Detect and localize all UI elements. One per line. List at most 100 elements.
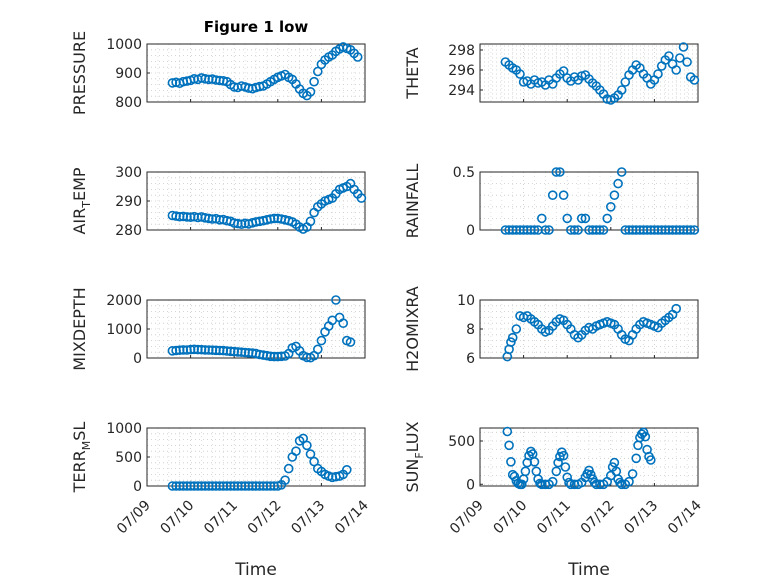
x-tick-label: 07/12 [578,498,618,538]
data-point [502,426,513,437]
data-point [312,66,323,77]
data-point [305,216,316,227]
data-point [544,225,554,235]
data-point [616,85,627,95]
y-tick-label: 294 [448,83,475,99]
data-point [560,462,571,472]
y-axis-label: TERRMSL [70,422,93,494]
subplot-h2omixra: 6 8 10 H2OMIXRA [403,286,699,372]
x-tick-label: 07/14 [332,497,372,537]
y-axis-label: RAINFALL [403,164,422,239]
data-point [609,190,620,200]
data-point [291,446,301,457]
data-point [674,53,685,63]
data-point [598,225,609,235]
y-axis-label: THETA [403,47,422,99]
data-point [640,431,651,442]
x-tick-label: 07/11 [534,498,574,538]
subplot-air-temp: 280 290 300 AIRTEMP [70,165,367,239]
y-axis-label: SUNFLUX [403,421,426,492]
data-point [682,57,692,67]
data-point [352,52,363,62]
data-point [569,225,580,235]
data-point [551,466,562,477]
data-point [331,295,341,305]
axes-frame [479,43,699,103]
data-point [624,476,634,487]
data-point [638,427,649,438]
data-point [627,469,638,479]
data-point [341,464,352,475]
data-point [504,440,514,451]
subplot-theta: 294 296 298 THETA [403,42,700,105]
data-point [529,456,540,467]
data-point [305,449,316,459]
data-point [309,76,319,87]
data-point [540,225,551,235]
y-tick-label: 290 [115,194,142,210]
data-point [584,465,594,476]
y-tick-label: 0 [466,477,475,493]
y-tick-label: 900 [115,66,142,82]
data-point [204,481,214,491]
data-point [316,335,327,346]
figure-title: Figure 1 low [204,18,309,36]
y-axis-label: MIXDEPTH [70,287,89,370]
data-point [225,481,236,491]
x-tick-label: 07/14 [665,497,705,537]
data-point [506,456,516,467]
data-point [671,65,682,75]
x-tick-label: 07/10 [158,498,198,538]
data-point [305,87,316,97]
data-point [529,225,540,235]
y-tick-label: 0.5 [453,165,475,181]
y-tick-label: 8 [466,322,475,338]
y-tick-label: 1000 [106,322,142,338]
data-point [602,213,613,224]
y-tick-label: 298 [448,43,475,59]
x-tick-label: 07/10 [491,498,531,538]
subplot-rainfall: 0 0.5 RAINFALL [403,164,700,239]
data-point [283,463,294,474]
data-point [635,225,645,235]
data-point [515,69,525,79]
x-tick-label: 07/13 [621,498,661,538]
subplot-terr-msl: 0 500 1000 TERRMSL 07/09 07/10 07/11 07/12 07/13… [70,421,372,580]
y-tick-label: 280 [115,223,142,239]
data-point [516,479,527,490]
y-tick-label: 0 [133,479,142,495]
data-point [520,466,531,477]
data-point [589,477,600,488]
data-point [531,466,542,477]
data-point [616,167,627,177]
data-point [685,225,696,235]
data-point [312,344,323,355]
data-point [356,193,367,203]
y-axis-label: AIRTEMP [70,167,93,234]
data-point [678,42,689,52]
data-point [558,190,569,200]
data-point [562,213,573,224]
x-axis-label: Time [234,560,277,580]
data-point [564,477,574,488]
data-point [671,303,682,314]
data-point [615,477,625,488]
data-point [171,481,181,491]
data-point [280,475,290,486]
data-point [558,450,569,461]
y-axis-label: PRESSURE [70,31,89,115]
axes-frame [479,427,699,487]
y-tick-label: 800 [115,95,142,111]
data-point [345,337,356,347]
data-point [664,51,674,61]
y-tick-label: 0 [133,351,142,367]
x-tick-label: 07/09 [447,498,487,538]
data-point [580,213,591,224]
data-point [214,481,225,491]
data-point [689,75,700,85]
data-point [511,324,522,334]
data-point [526,225,536,235]
y-tick-label: 300 [115,165,142,181]
x-tick-label: 07/11 [201,498,241,538]
